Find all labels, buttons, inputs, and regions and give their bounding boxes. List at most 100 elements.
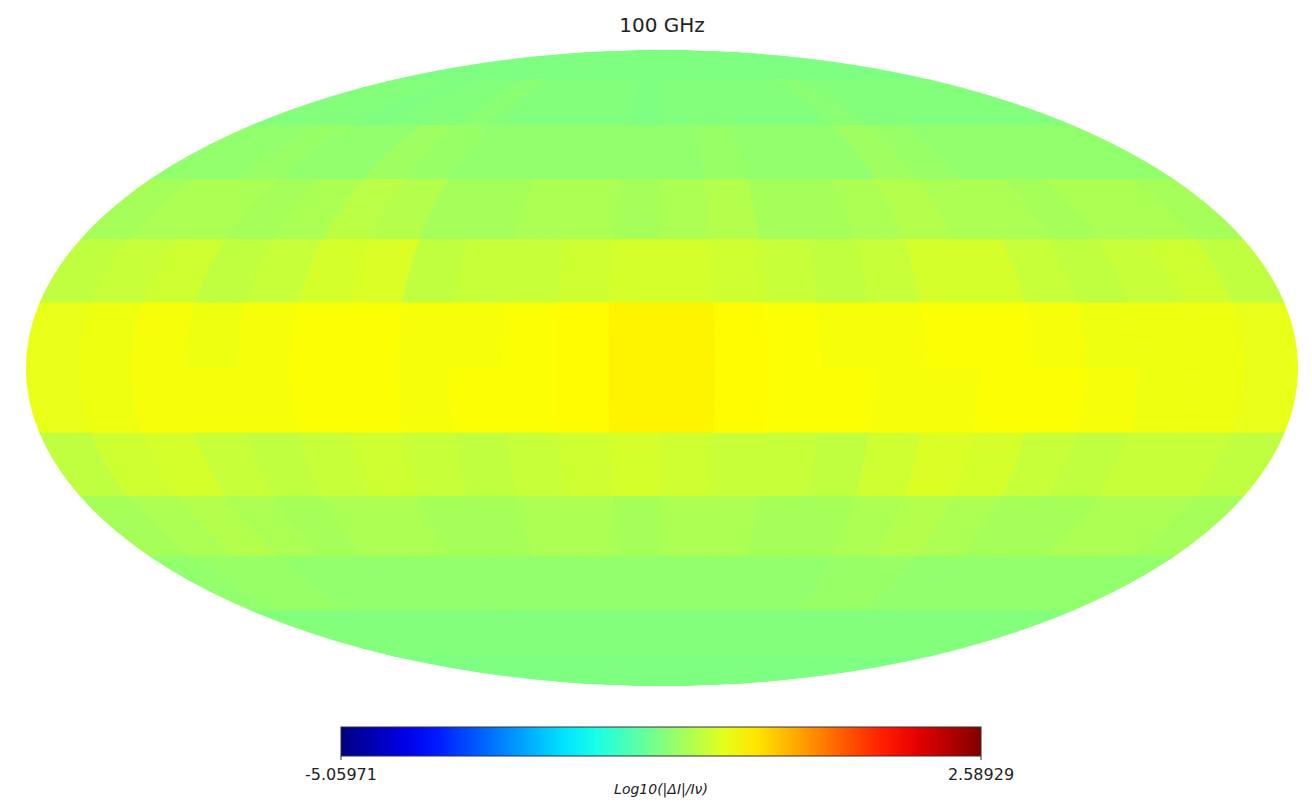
map-cell bbox=[1132, 496, 1244, 556]
map-cell bbox=[556, 368, 610, 433]
map-cell bbox=[973, 368, 1033, 433]
map-cell bbox=[614, 496, 662, 556]
map-cell bbox=[558, 433, 613, 496]
map-cell bbox=[1129, 303, 1192, 368]
map-cell bbox=[614, 180, 662, 240]
map-cell bbox=[565, 496, 619, 556]
map-cell bbox=[397, 303, 454, 368]
map-cell bbox=[662, 656, 909, 686]
map-cell bbox=[617, 50, 662, 80]
map-cell bbox=[973, 303, 1033, 368]
map-cell bbox=[886, 610, 1039, 656]
map-cell bbox=[766, 303, 821, 368]
map-cell bbox=[617, 656, 662, 686]
map-cell bbox=[619, 126, 662, 180]
map-cell bbox=[238, 368, 299, 433]
map-cell bbox=[870, 303, 927, 368]
map-cell bbox=[909, 80, 1074, 126]
map-cell bbox=[550, 656, 662, 686]
colorbar-tick-label: 2.58929 bbox=[948, 765, 1014, 784]
map-cell bbox=[662, 50, 931, 80]
map-cell bbox=[759, 240, 818, 303]
title: 100 GHz bbox=[619, 13, 705, 37]
map-cell bbox=[1181, 368, 1245, 433]
map-cell bbox=[714, 303, 768, 368]
map-cell bbox=[1181, 303, 1245, 368]
colorbar-label: Log10(|ΔI|/Iν) bbox=[614, 781, 708, 798]
map-cell bbox=[1195, 433, 1284, 496]
map-cell bbox=[818, 368, 874, 433]
map-cell bbox=[628, 610, 662, 656]
map-cell bbox=[1129, 368, 1192, 433]
map-cell bbox=[662, 50, 909, 80]
map-cell bbox=[291, 303, 351, 368]
colorbar-tick bbox=[341, 756, 342, 760]
map-cell bbox=[662, 368, 715, 433]
map-cell bbox=[662, 240, 714, 303]
map-cell bbox=[1233, 368, 1298, 433]
map-cell bbox=[506, 240, 565, 303]
map-cell bbox=[628, 80, 662, 126]
map-cell bbox=[291, 368, 351, 433]
map-cell bbox=[393, 656, 662, 686]
map-cell bbox=[527, 656, 662, 686]
map-cell bbox=[640, 50, 662, 80]
colorbar bbox=[341, 727, 981, 756]
map-cell bbox=[886, 80, 1039, 126]
map-cell bbox=[460, 50, 662, 80]
colorbar-tick-label: -5.05971 bbox=[305, 765, 377, 784]
map-cell bbox=[503, 303, 558, 368]
map-cell bbox=[572, 656, 662, 686]
map-cell bbox=[662, 496, 710, 556]
map-cell bbox=[1077, 368, 1139, 433]
map-cell bbox=[1132, 180, 1244, 240]
map-cell bbox=[558, 240, 613, 303]
map-cell bbox=[505, 50, 662, 80]
map-cell bbox=[1039, 126, 1174, 180]
map-cell bbox=[185, 368, 247, 433]
map-cell bbox=[556, 303, 610, 368]
map-cell bbox=[595, 656, 662, 686]
map-cell bbox=[609, 303, 662, 368]
map-cell bbox=[238, 303, 299, 368]
map-cell bbox=[450, 368, 506, 433]
map-cell bbox=[1039, 556, 1174, 610]
map-cell bbox=[662, 656, 931, 686]
map-cell bbox=[921, 303, 980, 368]
map-cell bbox=[438, 50, 662, 80]
map-cell bbox=[662, 180, 710, 240]
map-cell bbox=[460, 656, 662, 686]
map-cell bbox=[503, 368, 558, 433]
map-cell bbox=[565, 180, 619, 240]
map-cell bbox=[397, 368, 454, 433]
map-cell bbox=[870, 368, 927, 433]
map-cell bbox=[909, 610, 1074, 656]
map-cell bbox=[921, 368, 980, 433]
map-cell bbox=[572, 50, 662, 80]
colorbar-tick bbox=[981, 756, 982, 760]
chart: 100 GHz -5.05971 2.58929 Log10(|ΔI|/Iν) bbox=[0, 0, 1312, 804]
map-cell bbox=[1195, 240, 1284, 303]
map-cell bbox=[710, 240, 765, 303]
map-cell bbox=[818, 303, 874, 368]
map-cell bbox=[344, 368, 403, 433]
map-cell bbox=[619, 556, 662, 610]
map-cell bbox=[505, 656, 662, 686]
map-cell bbox=[610, 433, 662, 496]
map-cell bbox=[610, 240, 662, 303]
map-cell bbox=[438, 656, 662, 686]
map-cell bbox=[506, 433, 565, 496]
map-cell bbox=[662, 433, 714, 496]
map-cell bbox=[640, 656, 662, 686]
map-cell bbox=[1077, 303, 1139, 368]
map-cell bbox=[450, 303, 506, 368]
map-cell bbox=[662, 303, 715, 368]
map-cell bbox=[766, 368, 821, 433]
map-cell bbox=[1025, 368, 1086, 433]
map-cell bbox=[527, 50, 662, 80]
map-cell bbox=[759, 433, 818, 496]
map-cell bbox=[393, 50, 662, 80]
map-cell bbox=[714, 368, 768, 433]
map-cell bbox=[185, 303, 247, 368]
sky-map bbox=[26, 50, 1298, 686]
